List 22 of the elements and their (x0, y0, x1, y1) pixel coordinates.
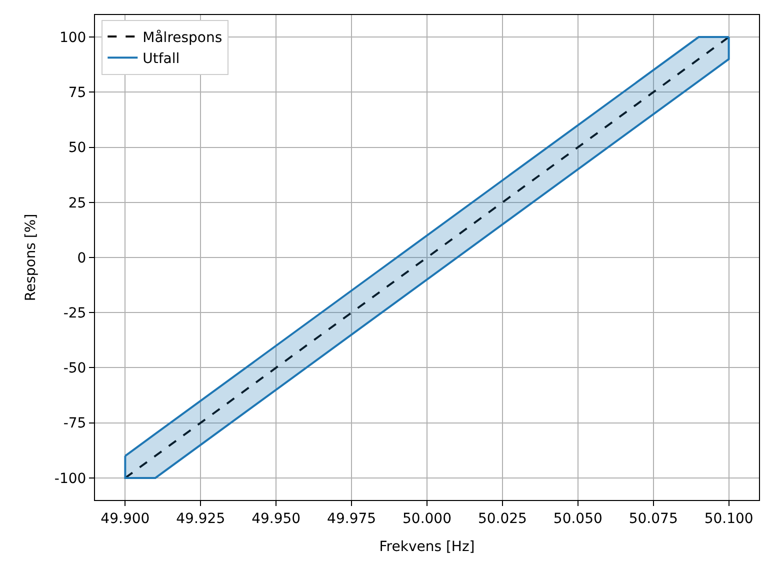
y-axis-title: Respons [%] (23, 214, 40, 302)
y-tick-label: -50 (63, 360, 86, 377)
y-tick-label: 100 (59, 30, 86, 46)
x-tick-label: 50.000 (402, 510, 452, 527)
y-tick-label: -75 (63, 416, 86, 432)
legend-label: Utfall (142, 51, 180, 68)
x-tick-label: 49.900 (100, 510, 150, 527)
x-tick-label: 50.050 (553, 510, 602, 527)
x-tick-label: 49.975 (327, 510, 376, 527)
legend-label: Målrespons (142, 28, 222, 46)
y-tick-label: 75 (68, 85, 86, 102)
y-tick-label: 0 (77, 250, 86, 266)
y-tick-label: 25 (68, 195, 86, 212)
x-tick-label: 49.925 (176, 510, 226, 527)
x-tick-label: 50.100 (704, 510, 754, 527)
x-axis-title: Frekvens [Hz] (379, 539, 475, 556)
x-tick-label: 50.025 (478, 510, 527, 527)
x-tick-label: 50.075 (628, 510, 678, 527)
y-tick-label: 50 (68, 140, 86, 156)
x-tick-label: 49.950 (252, 510, 301, 527)
y-tick-label: -25 (63, 306, 86, 322)
y-tick-label: -100 (54, 470, 86, 487)
